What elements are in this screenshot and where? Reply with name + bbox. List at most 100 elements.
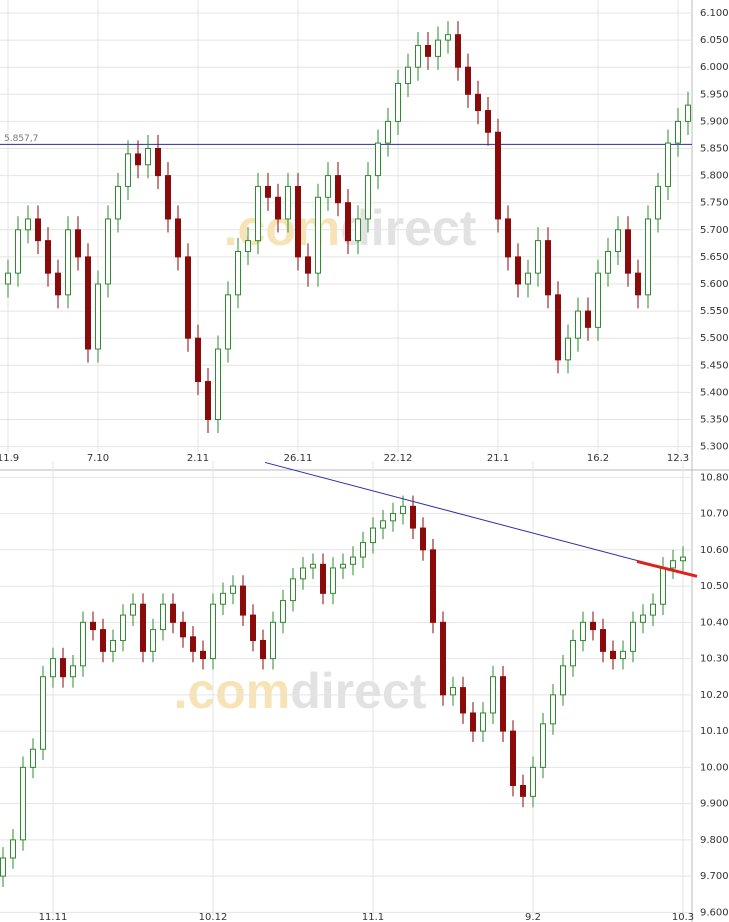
x-tick-label: 9.2 [525,912,541,922]
candle-body [305,256,311,274]
y-tick-label: 9.900 [700,799,729,810]
candle-body [340,563,346,569]
candle-body [565,337,571,361]
candle-body [25,218,31,231]
candle-body [330,567,336,594]
candle-body [335,175,341,204]
x-tick-label: 11.9 [0,453,19,464]
y-tick-label: 5.650 [700,252,729,263]
candle-body [475,93,481,112]
y-tick-label: 10.300 [700,654,729,665]
candle-body [300,567,306,580]
candle-body [535,240,541,274]
candle-body [265,185,271,198]
candle-body [145,147,151,166]
candle-body [75,229,81,258]
candle-body [670,560,676,569]
candle-body [325,175,331,198]
y-tick-label: 9.600 [700,907,729,918]
candle-body [65,229,71,296]
candle-body [240,585,246,616]
candle-body [375,142,381,177]
reference-label: 5.857,7 [4,134,38,144]
candle-body [280,600,286,623]
candle-body [520,784,526,797]
candle-body [620,650,626,660]
candle-body [20,766,26,841]
candle-body [180,621,186,638]
candle-body [310,563,316,569]
candle-body [665,142,671,187]
candle-body [115,185,121,220]
candle-body [555,294,561,361]
y-tick-label: 5.550 [700,306,729,317]
candle-body [35,218,41,242]
candle-body [390,513,396,522]
candle-body [425,45,431,57]
candle-body [675,120,681,144]
candle-body [605,250,611,274]
candle-body [430,549,436,623]
candle-body [610,650,616,660]
candle-body [530,766,536,797]
y-tick-label: 10.000 [700,762,729,773]
candle-body [120,614,126,641]
candle-body [110,639,116,652]
candle-body [175,218,181,258]
x-tick-label: 22.12 [384,453,413,464]
y-tick-label: 5.850 [700,143,729,154]
candle-body [185,256,191,339]
candle-body [625,229,631,274]
y-tick-label: 10.500 [700,581,729,592]
candle-body [370,527,376,544]
candle-body [600,629,606,652]
candle-body [630,621,636,652]
candle-body [580,621,586,641]
candle-body [440,621,446,696]
candle-body [345,202,351,242]
candle-body [585,310,591,328]
candle-body [485,110,491,133]
candle-body [435,39,441,57]
candle-body [500,676,506,732]
candle-body [100,629,106,652]
candle-body [255,185,261,242]
y-tick-label: 5.450 [700,360,729,371]
x-tick-label: 21.1 [487,453,509,464]
y-tick-label: 10.700 [700,509,729,520]
candle-body [95,283,101,350]
candle-body [80,621,86,667]
candle-body [640,614,646,623]
y-tick-label: 10.400 [700,617,729,628]
candle-body [495,131,501,220]
candle-body [455,34,461,68]
candle-body [190,636,196,652]
candle-body [445,34,451,41]
candle-body [360,542,366,558]
candle-body [315,196,321,274]
candle-body [400,505,406,515]
candle-body [465,66,471,95]
candle-body [320,563,326,594]
candle-body [450,687,456,696]
watermark-part: .com [174,663,291,719]
candle-body [635,272,641,296]
candle-body [270,621,276,660]
candle-body [570,639,576,667]
candle-body [260,639,266,660]
trend-line [264,461,698,577]
candle-body [395,82,401,122]
y-tick-label: 5.600 [700,279,729,290]
x-tick-label: 12.3 [667,453,689,464]
candle-body [415,45,421,68]
watermark: .comdirect [174,663,427,719]
y-tick-label: 5.700 [700,225,729,236]
candle-body [105,218,111,285]
y-tick-label: 6.000 [700,62,729,73]
x-tick-label: 26.11 [284,453,313,464]
candle-body [250,614,256,641]
x-tick-label: 2.11 [187,453,209,464]
candle-body [30,748,36,768]
watermark-part: direct [340,200,477,256]
